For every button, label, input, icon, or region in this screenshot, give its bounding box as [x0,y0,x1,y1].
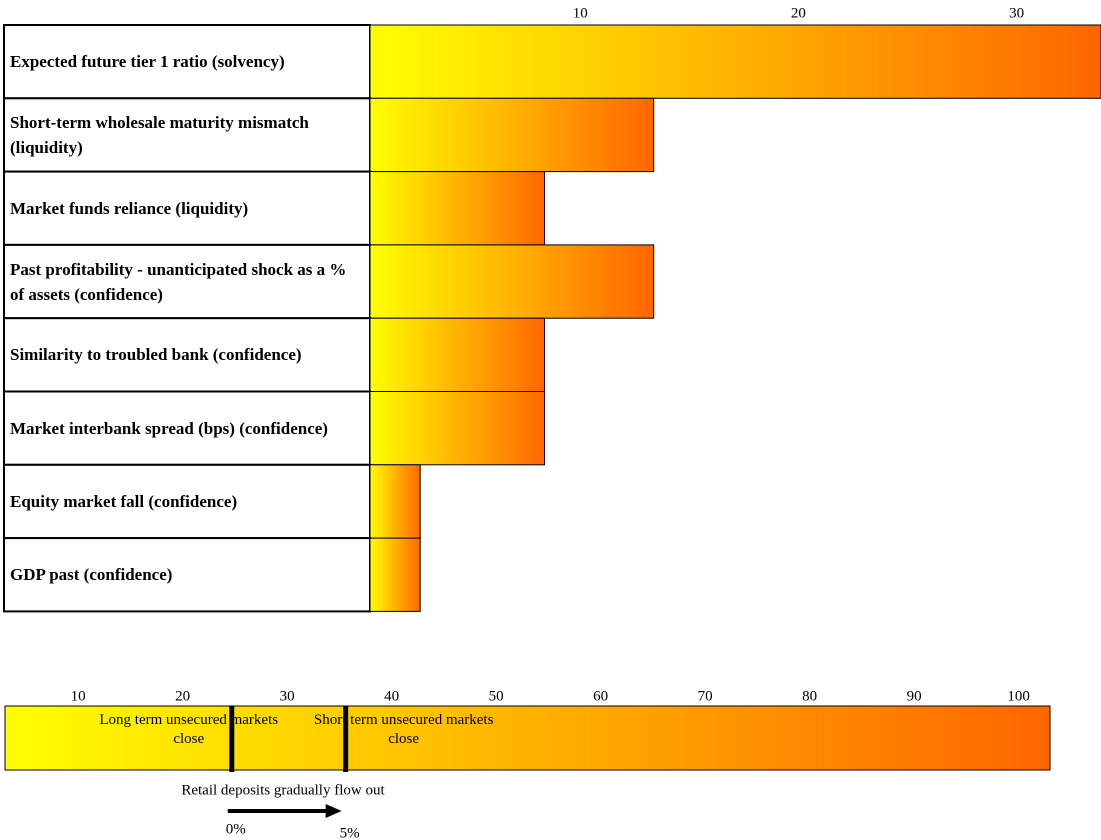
category-label: Market funds reliance (liquidity) [10,198,249,218]
bar [369,171,546,246]
bar [369,97,655,173]
category-label-box: GDP past (confidence) [10,565,173,585]
bar [369,317,546,393]
category-label-box: Past profitability - unanticipated shock… [10,259,347,304]
label-box [3,97,371,173]
category-label-box: Expected future tier 1 ratio (solvency) [10,52,285,72]
bar [369,244,655,319]
marker-label: Short term unsecured markets close [313,712,494,747]
label-box [3,390,371,466]
x-tick-label: 10 [71,688,86,704]
category-label: Expected future tier 1 ratio (solvency) [10,52,285,72]
category-label: Past profitability - unanticipated shock… [10,259,347,304]
marker-label: Long term unsecured markets close [99,712,279,747]
label-box [3,24,371,100]
category-label: Equity market fall (confidence) [10,491,238,511]
arrow-label: 5% [340,825,360,840]
x-tick-label: 50 [489,688,504,704]
arrow-head [325,804,342,818]
x-tick-label: 10 [573,5,588,21]
category-label: Market interbank spread (bps) (confidenc… [10,418,328,438]
x-tick-label: 30 [1009,5,1024,21]
x-tick-label: 80 [802,688,817,704]
category-label: Short-term wholesale maturity mismatch (… [10,112,309,157]
x-tick-label: 30 [280,688,295,704]
arrow-label: 0% [226,821,246,837]
category-label-box: Equity market fall (confidence) [10,491,238,511]
bar [369,24,1101,99]
annotation: Retail deposits gradually flow out [181,782,385,798]
scale-bar [4,705,1051,771]
x-tick-label: 20 [175,688,190,704]
category-label-box: Short-term wholesale maturity mismatch (… [10,112,309,157]
x-tick-label: 40 [384,688,399,704]
marker-label-box: Short term unsecured markets close [313,712,494,747]
category-label-box: Market interbank spread (bps) (confidenc… [10,418,328,438]
category-label: Similarity to troubled bank (confidence) [10,345,302,365]
label-box [3,170,371,246]
bar [369,464,421,539]
category-label: GDP past (confidence) [10,565,173,585]
x-tick-label: 90 [907,688,922,704]
category-label-box: Similarity to troubled bank (confidence) [10,345,302,365]
bar [369,391,546,466]
label-box [3,537,371,613]
x-tick-label: 70 [698,688,713,704]
bar [369,537,421,612]
x-tick-label: 60 [593,688,608,704]
marker-label-box: Long term unsecured markets close [99,712,279,747]
x-tick-label: 20 [791,5,806,21]
x-tick-label: 100 [1007,688,1030,704]
category-label-box: Market funds reliance (liquidity) [10,198,249,218]
